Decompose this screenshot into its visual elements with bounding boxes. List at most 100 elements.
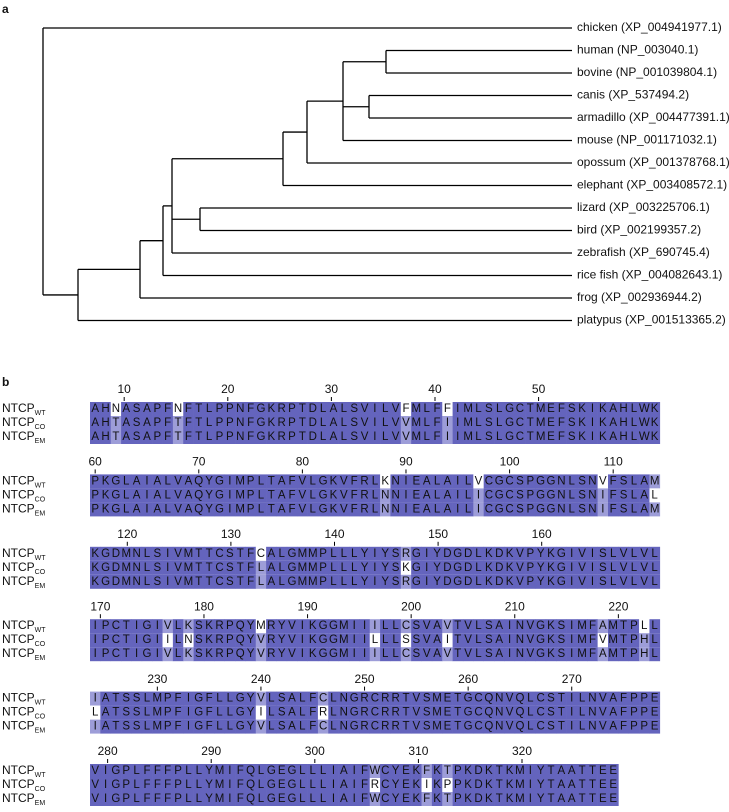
residue-shade (380, 488, 391, 503)
residue-shade (525, 402, 536, 416)
residue-shade (359, 619, 371, 634)
residue-shade (121, 502, 132, 517)
residue-shade (328, 502, 339, 517)
position-label: 80 (296, 455, 310, 469)
residue-shade (525, 430, 536, 444)
residue-shade (141, 560, 153, 575)
residue-shade (545, 792, 557, 806)
residue-shade (597, 488, 609, 503)
row-label: NTCPWT (2, 618, 46, 634)
row-label-sub: WT (35, 699, 47, 706)
residue-shade (266, 764, 277, 778)
residue-shade (628, 488, 640, 503)
residue-shade (297, 691, 308, 706)
residue-shade (380, 764, 391, 778)
residue-shade (411, 705, 422, 720)
residue-shade (587, 619, 598, 634)
residue-shade (131, 430, 143, 444)
residue-shade (121, 764, 132, 778)
residue-shade (286, 792, 298, 806)
residue-shade (307, 402, 319, 416)
residue-shade (639, 488, 650, 503)
residue-shade (431, 619, 443, 634)
residue-shade (545, 560, 557, 575)
residue-shade (245, 502, 257, 517)
residue-shade (183, 574, 194, 589)
residue-shade (193, 764, 205, 778)
residue-shade (245, 560, 257, 575)
residue-shade (597, 546, 609, 561)
row-label: NTCPEM (2, 646, 45, 662)
residue-shade (328, 474, 339, 489)
residue-shade (245, 574, 257, 589)
sequence: PKGLAIALVAQYGIMPLTAFVLGKVFRLNNIEALAILICG… (91, 503, 659, 515)
residue-shade (214, 402, 225, 416)
residue-shade (349, 719, 360, 734)
residue-shade (483, 691, 495, 706)
residue-shade (442, 705, 453, 720)
residue-shade (297, 488, 308, 503)
residue-shade (473, 719, 484, 734)
residue-shade (504, 705, 516, 720)
residue-shade (317, 719, 329, 734)
residue-shade (307, 619, 319, 634)
residue-shade (328, 705, 339, 720)
residue-shade (639, 633, 650, 648)
residue-shade (307, 502, 319, 517)
residue-shade (307, 488, 319, 503)
residue-shade (131, 402, 143, 416)
residue-shade (618, 691, 630, 706)
residue-shade (628, 691, 640, 706)
residue-shade (411, 574, 422, 589)
residue-shade (193, 416, 205, 430)
row-label-name: NTCP (2, 777, 35, 791)
residue-shade (255, 488, 267, 503)
residue-shade (504, 764, 516, 778)
residue-shade (245, 719, 257, 734)
residue-shade (462, 574, 474, 589)
residue-shade (452, 560, 464, 575)
residue-shade (276, 647, 288, 662)
residue-shade (359, 474, 371, 489)
residue-shade (649, 691, 661, 706)
residue-shade (183, 647, 194, 662)
residue-shade (639, 560, 650, 575)
residue-shade (431, 574, 443, 589)
residue-shade (400, 502, 412, 517)
residue-shade (566, 402, 578, 416)
residue-shade (462, 560, 474, 575)
residue-shade (183, 705, 194, 720)
residue-shade (545, 764, 557, 778)
residue-shade (576, 574, 588, 589)
residue-shade (369, 764, 381, 778)
residue-shade (255, 647, 267, 662)
residue-shade (276, 402, 288, 416)
residue-shade (452, 647, 464, 662)
residue-shade (535, 560, 547, 575)
residue-shade (411, 633, 422, 648)
residue-shade (504, 416, 516, 430)
position-label: 270 (562, 672, 582, 686)
residue-shade (266, 719, 277, 734)
residue-shade (639, 719, 650, 734)
residue-shade (276, 778, 288, 792)
residue-shade (566, 764, 578, 778)
residue-shade (224, 402, 236, 416)
residue-shade (121, 574, 132, 589)
residue-shade (121, 633, 132, 648)
residue-shade (152, 705, 163, 720)
residue-shade (235, 546, 246, 561)
residue-shade (545, 778, 557, 792)
residue-shade (214, 778, 225, 792)
residue-shade (545, 488, 557, 503)
residue-shade (245, 430, 257, 444)
residue-shade (152, 633, 163, 648)
residue-shade (121, 488, 132, 503)
residue-shade (193, 691, 205, 706)
residue-shade (514, 474, 526, 489)
residue-shade (307, 416, 319, 430)
residue-shade (504, 719, 516, 734)
residue-shade (359, 719, 371, 734)
residue-shade (576, 647, 588, 662)
residue-shade (90, 778, 101, 792)
